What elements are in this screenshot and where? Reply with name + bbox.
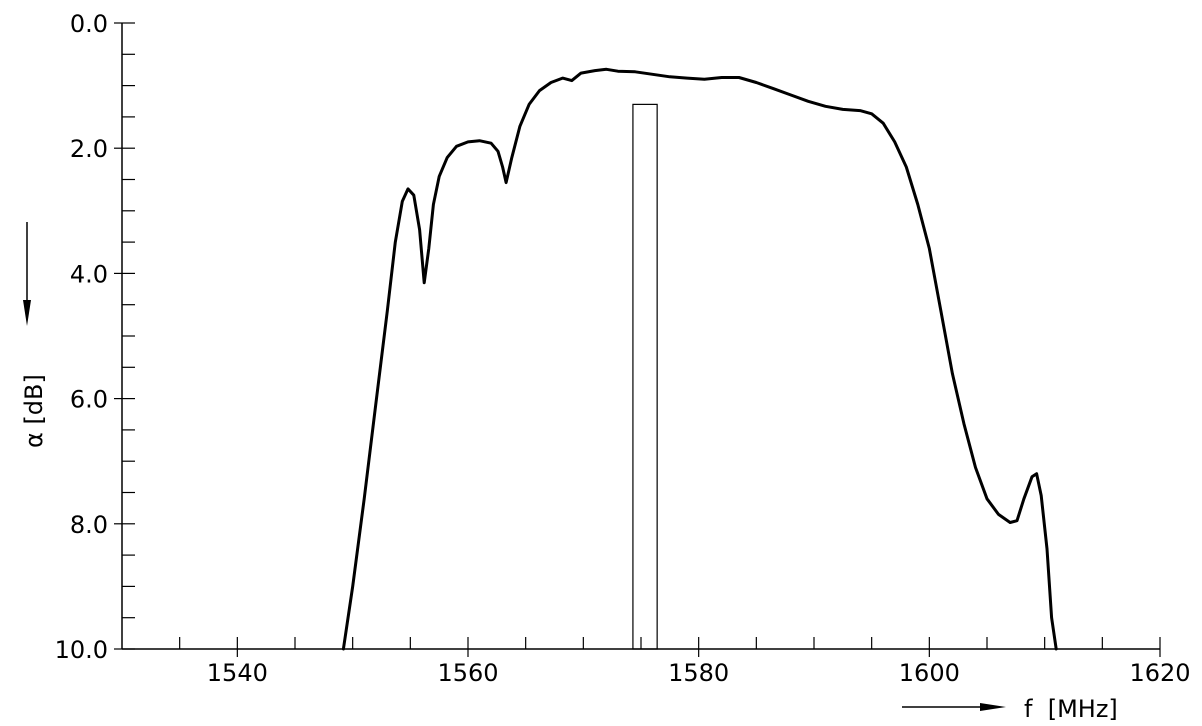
y-tick-label: 6.0 — [70, 386, 108, 414]
chart-marks — [341, 67, 1058, 651]
y-axis-label-group: α [dB] — [20, 222, 48, 448]
y-tick-label: 2.0 — [70, 135, 108, 163]
y-tick-label: 10.0 — [55, 636, 108, 664]
tick-marks — [114, 22, 1161, 657]
x-tick-label: 1600 — [899, 659, 960, 687]
x-tick-label: 1580 — [668, 659, 729, 687]
y-axis-arrow-head — [23, 300, 31, 326]
x-tick-label: 1540 — [207, 659, 268, 687]
x-axis-arrow-head — [980, 703, 1006, 711]
attenuation-curve — [341, 67, 1058, 651]
x-axis-label: f [MHz] — [1024, 695, 1118, 723]
y-tick-label: 8.0 — [70, 511, 108, 539]
band-marker-rect — [632, 103, 658, 650]
x-tick-label: 1620 — [1129, 659, 1190, 687]
y-tick-label: 0.0 — [70, 10, 108, 38]
y-tick-label: 4.0 — [70, 260, 108, 288]
x-axis-label-group: f [MHz] — [902, 695, 1118, 723]
y-axis-label: α [dB] — [20, 374, 48, 448]
axes — [121, 23, 1160, 650]
tick-labels: 0.0 2.0 4.0 6.0 8.0 10.0 1540 1560 1580 1600 1620 — [55, 10, 1191, 687]
x-tick-label: 1560 — [437, 659, 498, 687]
